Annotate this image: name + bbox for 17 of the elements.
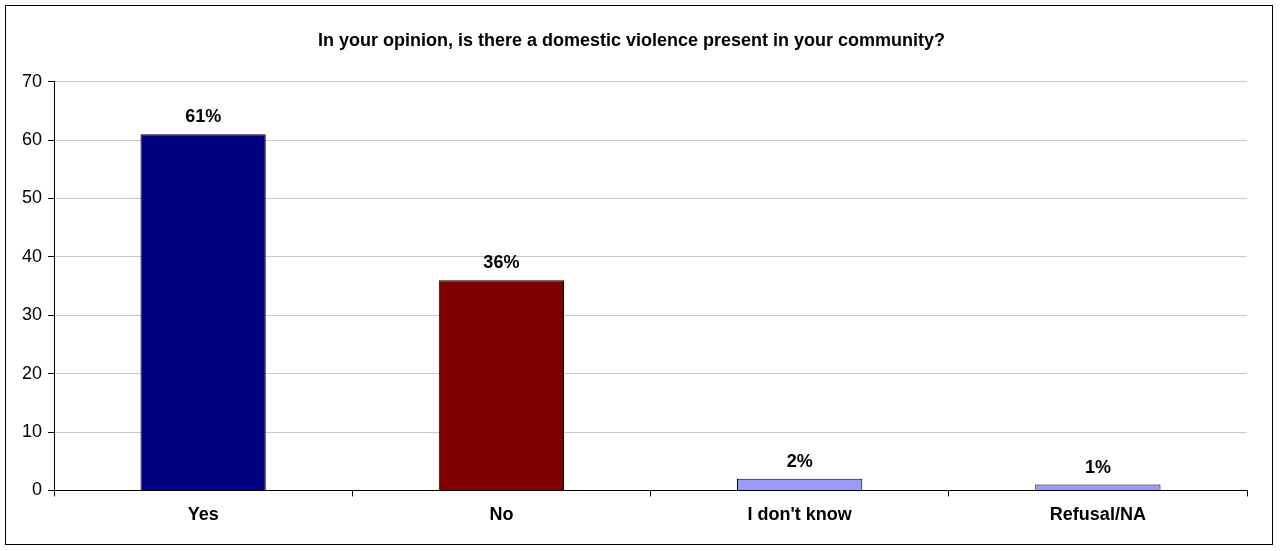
chart-title: In your opinion, is there a domestic violence present in your community? [317,29,946,50]
x-tick-label: Yes [187,504,219,525]
data-label: 61% [185,106,222,127]
y-tick-label: 0 [32,479,43,500]
y-tick-label: 50 [21,187,43,208]
data-label: 2% [786,450,813,471]
y-tick-label: 20 [21,362,43,383]
data-label: 36% [483,252,520,273]
y-tick-label: 40 [21,245,43,266]
x-tick-label: No [489,504,514,525]
data-label: 1% [1084,456,1111,477]
y-tick-label: 70 [21,70,43,91]
x-tick-label: Refusal/NA [1049,504,1146,525]
y-tick-label: 60 [21,128,43,149]
y-tick-label: 30 [21,304,43,325]
x-tick-label: I don't know [747,504,853,525]
y-tick-label: 10 [21,420,43,441]
